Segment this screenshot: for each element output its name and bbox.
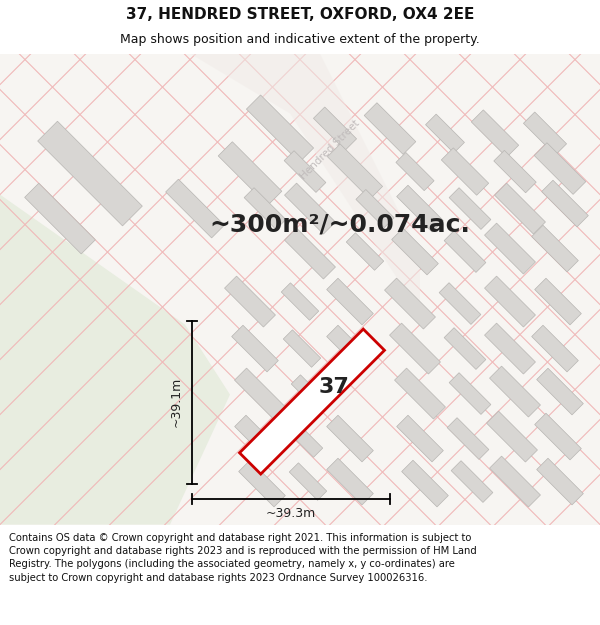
Polygon shape [326, 415, 373, 462]
Polygon shape [449, 188, 491, 229]
Text: 37: 37 [319, 376, 349, 396]
Polygon shape [536, 458, 583, 505]
Polygon shape [166, 179, 224, 238]
Polygon shape [534, 142, 586, 194]
Polygon shape [364, 102, 416, 154]
Polygon shape [25, 183, 95, 254]
Text: Map shows position and indicative extent of the property.: Map shows position and indicative extent… [120, 33, 480, 46]
Polygon shape [487, 411, 538, 462]
Polygon shape [449, 372, 491, 414]
Polygon shape [0, 194, 230, 524]
Polygon shape [289, 463, 327, 500]
Polygon shape [235, 415, 281, 462]
Polygon shape [490, 366, 541, 417]
Polygon shape [239, 460, 286, 507]
Polygon shape [285, 420, 323, 457]
Polygon shape [326, 278, 373, 325]
Polygon shape [284, 151, 326, 192]
Polygon shape [281, 283, 319, 320]
Polygon shape [444, 231, 486, 272]
Polygon shape [284, 183, 335, 234]
Polygon shape [218, 142, 282, 206]
Text: ~300m²/~0.074ac.: ~300m²/~0.074ac. [209, 213, 470, 236]
Text: ~39.1m: ~39.1m [170, 377, 182, 428]
Polygon shape [326, 325, 373, 372]
Polygon shape [532, 325, 578, 372]
Text: 37, HENDRED STREET, OXFORD, OX4 2EE: 37, HENDRED STREET, OXFORD, OX4 2EE [126, 8, 474, 22]
Polygon shape [532, 225, 578, 272]
Polygon shape [232, 325, 278, 372]
Polygon shape [485, 323, 535, 374]
Polygon shape [485, 276, 535, 327]
Polygon shape [439, 282, 481, 324]
Polygon shape [535, 413, 581, 460]
Polygon shape [397, 415, 443, 462]
Polygon shape [247, 95, 314, 162]
Polygon shape [542, 180, 589, 227]
Polygon shape [239, 329, 385, 474]
Polygon shape [326, 458, 373, 505]
Polygon shape [490, 456, 541, 507]
Polygon shape [472, 110, 518, 158]
Polygon shape [328, 144, 383, 199]
Polygon shape [425, 114, 464, 153]
Polygon shape [494, 151, 536, 192]
Polygon shape [190, 54, 420, 314]
Polygon shape [235, 368, 286, 419]
Polygon shape [291, 375, 329, 413]
Text: Contains OS data © Crown copyright and database right 2021. This information is : Contains OS data © Crown copyright and d… [9, 533, 477, 582]
Polygon shape [535, 278, 581, 325]
Polygon shape [356, 189, 394, 228]
Polygon shape [244, 188, 286, 229]
Polygon shape [38, 121, 142, 226]
Polygon shape [385, 278, 436, 329]
Text: Hendred Street: Hendred Street [298, 118, 362, 181]
Polygon shape [392, 228, 439, 275]
Polygon shape [395, 368, 445, 419]
Polygon shape [396, 152, 434, 191]
Polygon shape [451, 461, 493, 503]
Polygon shape [485, 223, 535, 274]
Polygon shape [346, 233, 384, 270]
Polygon shape [442, 148, 488, 195]
Polygon shape [536, 368, 583, 415]
Polygon shape [397, 185, 443, 232]
Polygon shape [444, 328, 486, 369]
Polygon shape [283, 330, 321, 367]
Polygon shape [389, 323, 440, 374]
Polygon shape [224, 276, 275, 327]
Polygon shape [284, 228, 335, 279]
Text: ~39.3m: ~39.3m [266, 507, 316, 520]
Polygon shape [401, 460, 448, 507]
Polygon shape [447, 418, 489, 459]
Polygon shape [523, 112, 566, 155]
Polygon shape [313, 107, 356, 150]
Polygon shape [494, 183, 545, 234]
